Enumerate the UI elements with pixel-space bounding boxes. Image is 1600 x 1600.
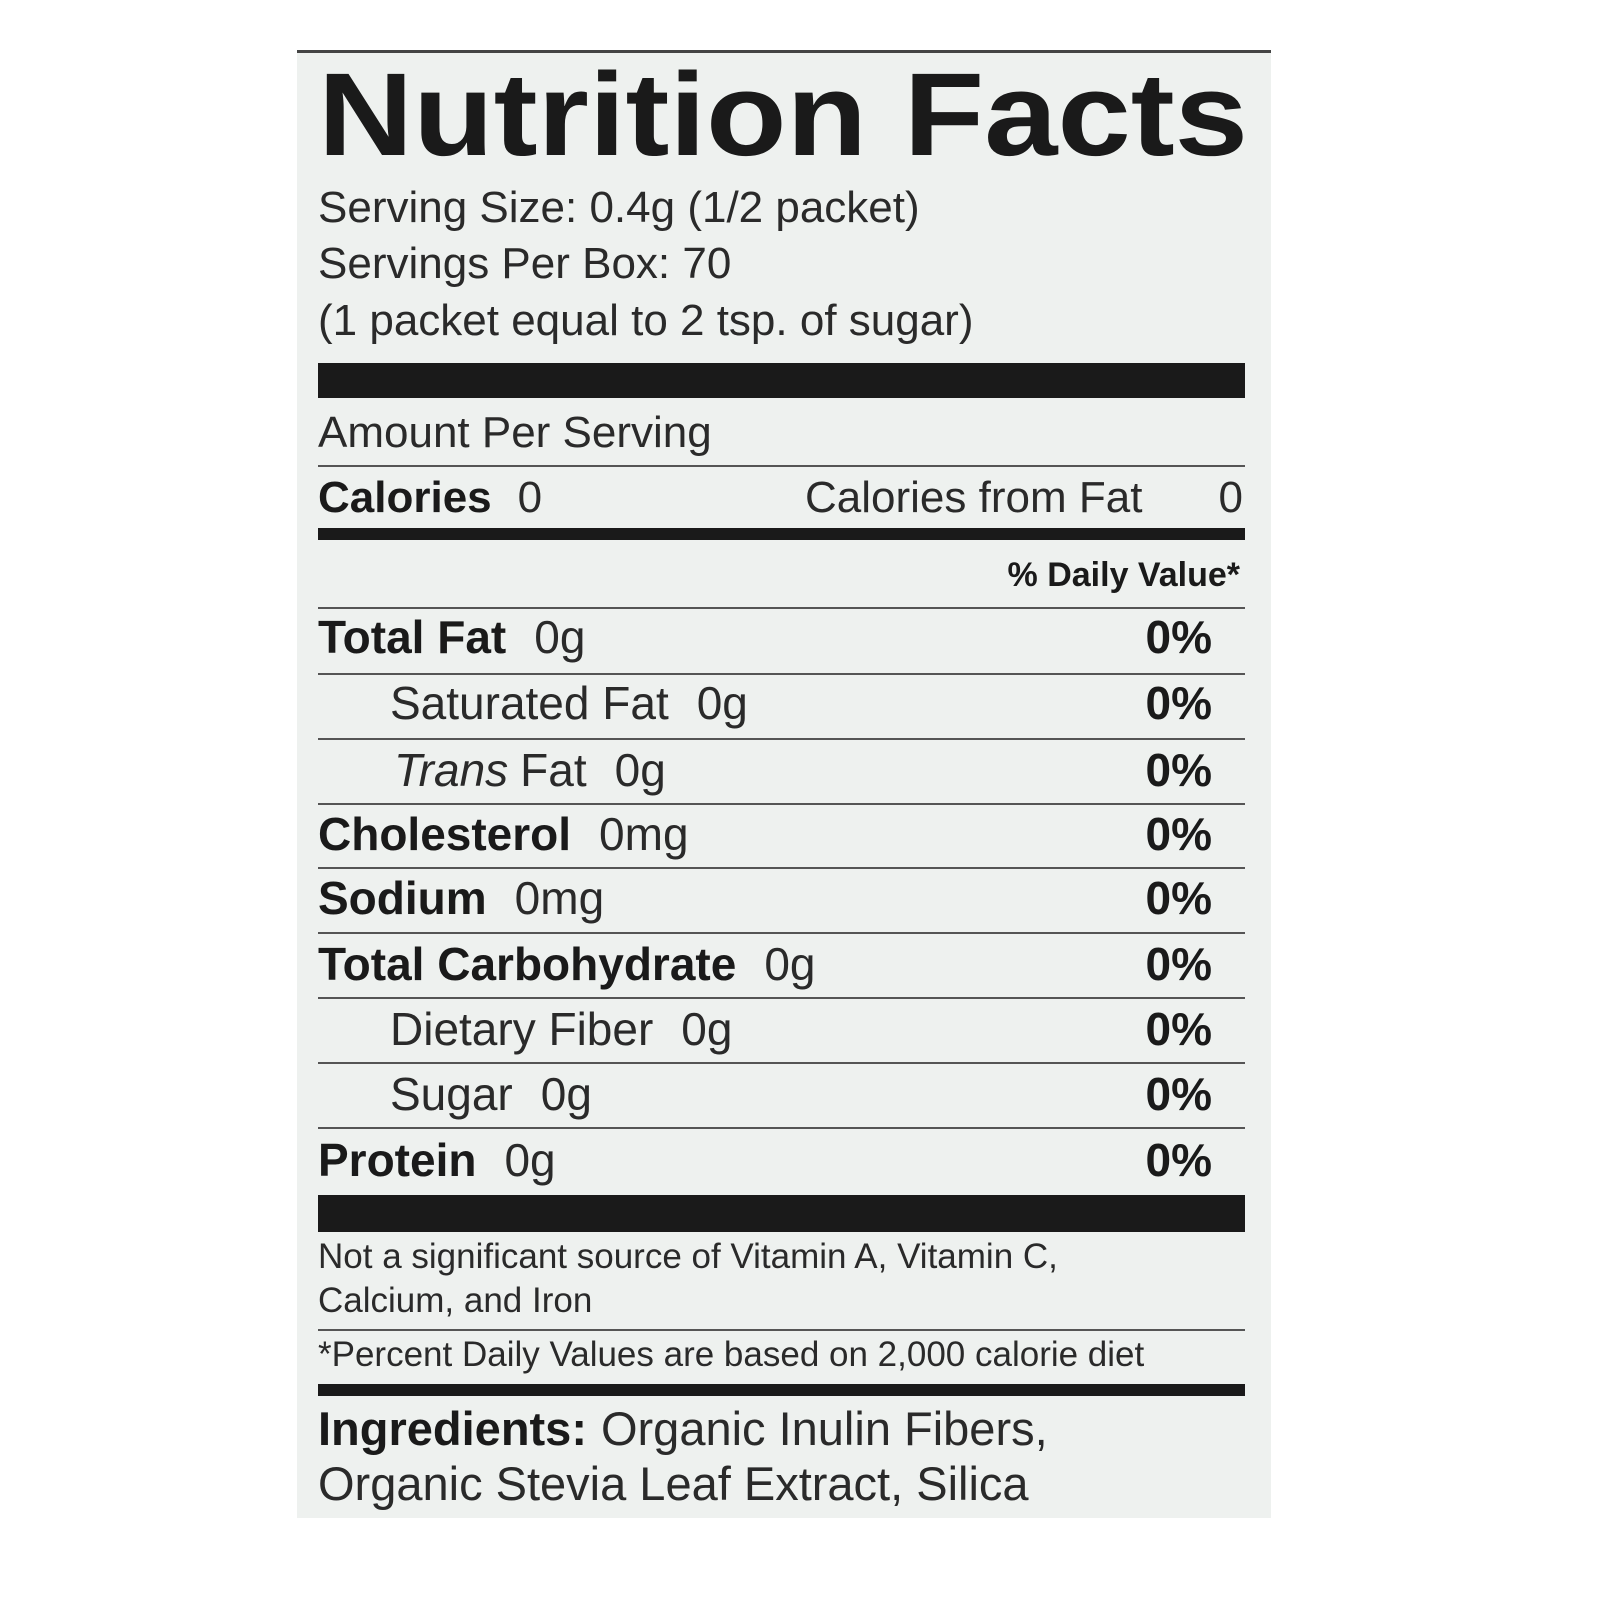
nutrient-name: Cholesterol [318,808,571,860]
daily-value-header: % Daily Value* [1008,556,1241,594]
ingredients-text: Organic Inulin Fibers, [601,1402,1048,1455]
nutrient-amount: 0g [697,677,748,729]
servings-per-box: Servings Per Box: 70 [318,239,731,288]
ingredients-line: Ingredients: Organic Inulin Fibers, [318,1402,1048,1455]
nutrient-amount: 0mg [599,808,688,860]
rule [318,1062,1245,1064]
rule [318,803,1245,805]
nutrient-amount: 0g [615,744,666,796]
nutrient-name: Saturated Fat [390,677,669,729]
nutrient-dv: 0% [1146,1068,1212,1120]
nutrient-amount: 0g [504,1134,555,1186]
thick-rule [318,1195,1245,1232]
nutrient-name: Fat [520,744,587,796]
calories-row: Calories 0 [318,473,542,522]
amount-per-serving: Amount Per Serving [318,408,712,457]
title: Nutrition Facts [318,49,1248,181]
calories-value: 0 [518,473,542,522]
nutrient-row: Saturated Fat 0g [390,677,748,729]
nutrient-amount: 0mg [515,872,604,924]
calories-label: Calories [318,473,492,522]
nutrient-name: Sugar [390,1068,513,1120]
serving-size: Serving Size: 0.4g (1/2 packet) [318,183,920,232]
nutrient-name: Total Carbohydrate [318,938,736,990]
nutrient-dv: 0% [1146,808,1212,860]
nutrient-name: Sodium [318,872,487,924]
nutrient-dv: 0% [1146,1134,1212,1186]
label-panel [297,50,1271,1518]
nutrient-amount: 0g [541,1068,592,1120]
calories-from-fat-value: 0 [1219,473,1243,522]
daily-value-note: *Percent Daily Values are based on 2,000… [318,1335,1145,1374]
nutrient-dv: 0% [1146,938,1212,990]
nutrient-dv: 0% [1146,744,1212,796]
medium-rule [318,1384,1245,1396]
nutrient-dv: 0% [1146,611,1212,663]
rule [318,738,1245,740]
nutrient-row: Total Carbohydrate 0g [318,938,815,990]
nutrient-name: Total Fat [318,611,506,663]
nutrient-row: Protein 0g [318,1134,556,1186]
rule [318,997,1245,999]
rule [318,932,1245,934]
nutrient-row: Dietary Fiber 0g [390,1003,732,1055]
ingredients-label: Ingredients: [318,1402,587,1455]
footnote-line: Calcium, and Iron [318,1281,592,1320]
rule [318,1127,1245,1129]
rule [318,1329,1245,1331]
medium-rule [318,528,1245,540]
nutrient-row: Cholesterol 0mg [318,808,689,860]
panel-top-edge [297,50,1271,53]
nutrient-name-italic: Trans [394,744,508,796]
rule [318,867,1245,869]
nutrient-amount: 0g [681,1003,732,1055]
packet-equivalent: (1 packet equal to 2 tsp. of sugar) [318,296,974,345]
rule [318,673,1245,675]
nutrient-row: Sugar 0g [390,1068,592,1120]
nutrient-name: Protein [318,1134,476,1186]
nutrient-dv: 0% [1146,677,1212,729]
nutrient-amount: 0g [764,938,815,990]
rule [318,465,1245,467]
nutrient-name: Dietary Fiber [390,1003,653,1055]
nutrient-row: Trans Fat 0g [394,744,666,796]
nutrient-row: Sodium 0mg [318,872,604,924]
footnote-line: Not a significant source of Vitamin A, V… [318,1237,1058,1276]
nutrient-dv: 0% [1146,872,1212,924]
nutrient-amount: 0g [534,611,585,663]
nutrient-dv: 0% [1146,1003,1212,1055]
calories-from-fat-label: Calories from Fat [805,473,1142,522]
thick-rule [318,363,1245,398]
nutrient-row: Total Fat 0g [318,611,585,663]
rule [318,607,1245,609]
ingredients-text: Organic Stevia Leaf Extract, Silica [318,1457,1029,1510]
